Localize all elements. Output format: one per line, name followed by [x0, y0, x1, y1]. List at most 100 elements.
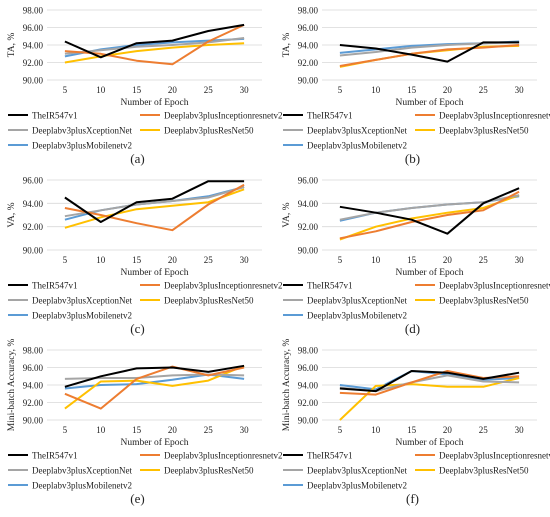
legend-entry: Deeplabv3plusInceptionresnetv2 [439, 281, 550, 291]
y-axis-label: VA, % [282, 202, 292, 227]
x-tick-label: 25 [479, 425, 489, 435]
legend-entry: Deeplabv3plusMobilenetv2 [32, 481, 132, 491]
x-tick-label: 10 [96, 255, 106, 265]
series-line-Deeplabv3plusResNet50 [64, 364, 245, 410]
x-tick-label: 30 [515, 85, 525, 95]
legend-entry: Deeplabv3plusMobilenetv2 [307, 311, 407, 321]
y-tick-label: 96.00 [298, 23, 319, 33]
legend-entry: Deeplabv3plusInceptionresnetv2 [439, 111, 550, 121]
legend-entry: Deeplabv3plusXceptionNet [32, 466, 132, 476]
x-tick-label: 20 [168, 255, 178, 265]
x-axis-label: Number of Epoch [120, 437, 188, 448]
legend-entry: Deeplabv3plusXceptionNet [32, 296, 132, 306]
panel-label: (c) [130, 321, 144, 336]
legend-entry: TheIR547v1 [307, 451, 353, 461]
y-tick-label: 92.00 [298, 58, 319, 68]
legend-entry: Deeplabv3plusMobilenetv2 [32, 311, 132, 321]
series-line-Deeplabv3plusResNet50 [339, 194, 520, 241]
x-tick-label: 5 [338, 425, 343, 435]
x-tick-label: 5 [338, 85, 343, 95]
x-axis-label: Number of Epoch [120, 97, 188, 108]
series-line-Deeplabv3plusInceptionresnetv2 [64, 365, 245, 410]
panel-label: (e) [130, 491, 144, 506]
series-line-Deeplabv3plusInceptionresnetv2 [64, 23, 245, 66]
y-tick-label: 96.00 [23, 363, 44, 373]
x-tick-label: 10 [96, 425, 106, 435]
x-axis-label: Number of Epoch [120, 267, 188, 278]
y-axis-label: Mini-batch Accuracy, % [7, 339, 17, 432]
y-tick-label: 96.00 [298, 363, 319, 373]
x-tick-label: 20 [443, 425, 453, 435]
y-tick-label: 90.00 [298, 76, 319, 86]
series-line-Deeplabv3plusInceptionresnetv2 [64, 183, 245, 232]
legend-entry: Deeplabv3plusXceptionNet [307, 296, 407, 306]
series-line-Deeplabv3plusInceptionresnetv2 [339, 190, 520, 240]
x-tick-label: 25 [479, 85, 489, 95]
series-line-Deeplabv3plusXceptionNet [64, 186, 245, 218]
x-tick-label: 5 [63, 255, 68, 265]
legend-entry: Deeplabv3plusResNet50 [439, 466, 529, 476]
legend-entry: Deeplabv3plusInceptionresnetv2 [439, 451, 550, 461]
y-tick-label: 96.00 [23, 23, 44, 33]
x-tick-label: 30 [515, 425, 525, 435]
x-tick-label: 25 [204, 255, 214, 265]
y-tick-label: 94.00 [298, 381, 319, 391]
x-tick-label: 30 [240, 425, 250, 435]
x-tick-label: 25 [479, 255, 489, 265]
x-tick-label: 25 [204, 425, 214, 435]
legend-entry: Deeplabv3plusXceptionNet [307, 126, 407, 136]
y-tick-label: 96.00 [23, 176, 44, 186]
x-tick-label: 30 [240, 255, 250, 265]
legend-entry: Deeplabv3plusXceptionNet [32, 126, 132, 136]
x-tick-label: 20 [168, 85, 178, 95]
legend-entry: Deeplabv3plusResNet50 [164, 466, 254, 476]
series-line-Deeplabv3plusInceptionresnetv2 [339, 44, 520, 67]
x-tick-label: 20 [168, 425, 178, 435]
legend-entry: Deeplabv3plusXceptionNet [307, 466, 407, 476]
legend-entry: Deeplabv3plusResNet50 [439, 296, 529, 306]
series-line-TheIR547v1 [339, 41, 520, 63]
legend-entry: Deeplabv3plusMobilenetv2 [32, 141, 132, 151]
x-tick-label: 30 [515, 255, 525, 265]
y-tick-label: 94.00 [23, 199, 44, 209]
y-tick-label: 94.00 [298, 199, 319, 209]
series-line-TheIR547v1 [339, 187, 520, 235]
x-axis-label: Number of Epoch [395, 267, 463, 278]
x-tick-label: 10 [371, 255, 381, 265]
series-line-Deeplabv3plusResNet50 [339, 377, 520, 421]
series-line-Deeplabv3plusXceptionNet [64, 37, 245, 55]
y-tick-label: 94.00 [23, 41, 44, 51]
x-tick-label: 10 [371, 425, 381, 435]
x-tick-label: 20 [443, 85, 453, 95]
y-tick-label: 90.00 [23, 416, 44, 426]
legend-entry: TheIR547v1 [32, 451, 78, 461]
legend-entry: TheIR547v1 [32, 111, 78, 121]
y-tick-label: 92.00 [23, 398, 44, 408]
x-tick-label: 15 [407, 255, 417, 265]
y-tick-label: 92.00 [298, 398, 319, 408]
y-tick-label: 98.00 [298, 346, 319, 356]
panel-label: (a) [130, 151, 144, 166]
x-tick-label: 15 [407, 425, 417, 435]
y-tick-label: 90.00 [298, 246, 319, 256]
y-tick-label: 92.00 [23, 222, 44, 232]
y-tick-label: 90.00 [23, 76, 44, 86]
x-tick-label: 15 [407, 85, 417, 95]
legend-entry: Deeplabv3plusMobilenetv2 [307, 141, 407, 151]
x-tick-label: 15 [132, 85, 142, 95]
y-axis-label: VA, % [7, 202, 17, 227]
y-tick-label: 92.00 [23, 58, 44, 68]
x-tick-label: 5 [338, 255, 343, 265]
x-tick-label: 5 [63, 425, 68, 435]
series-line-Deeplabv3plusResNet50 [339, 44, 520, 68]
x-tick-label: 15 [132, 255, 142, 265]
y-tick-label: 98.00 [23, 346, 44, 356]
x-tick-label: 5 [63, 85, 68, 95]
x-tick-label: 20 [443, 255, 453, 265]
series-line-TheIR547v1 [339, 370, 520, 393]
panel-label: (d) [405, 321, 420, 336]
y-axis-label: TA, % [282, 33, 292, 58]
legend-entry: Deeplabv3plusInceptionresnetv2 [164, 451, 282, 461]
panel-label: (f) [406, 491, 419, 506]
